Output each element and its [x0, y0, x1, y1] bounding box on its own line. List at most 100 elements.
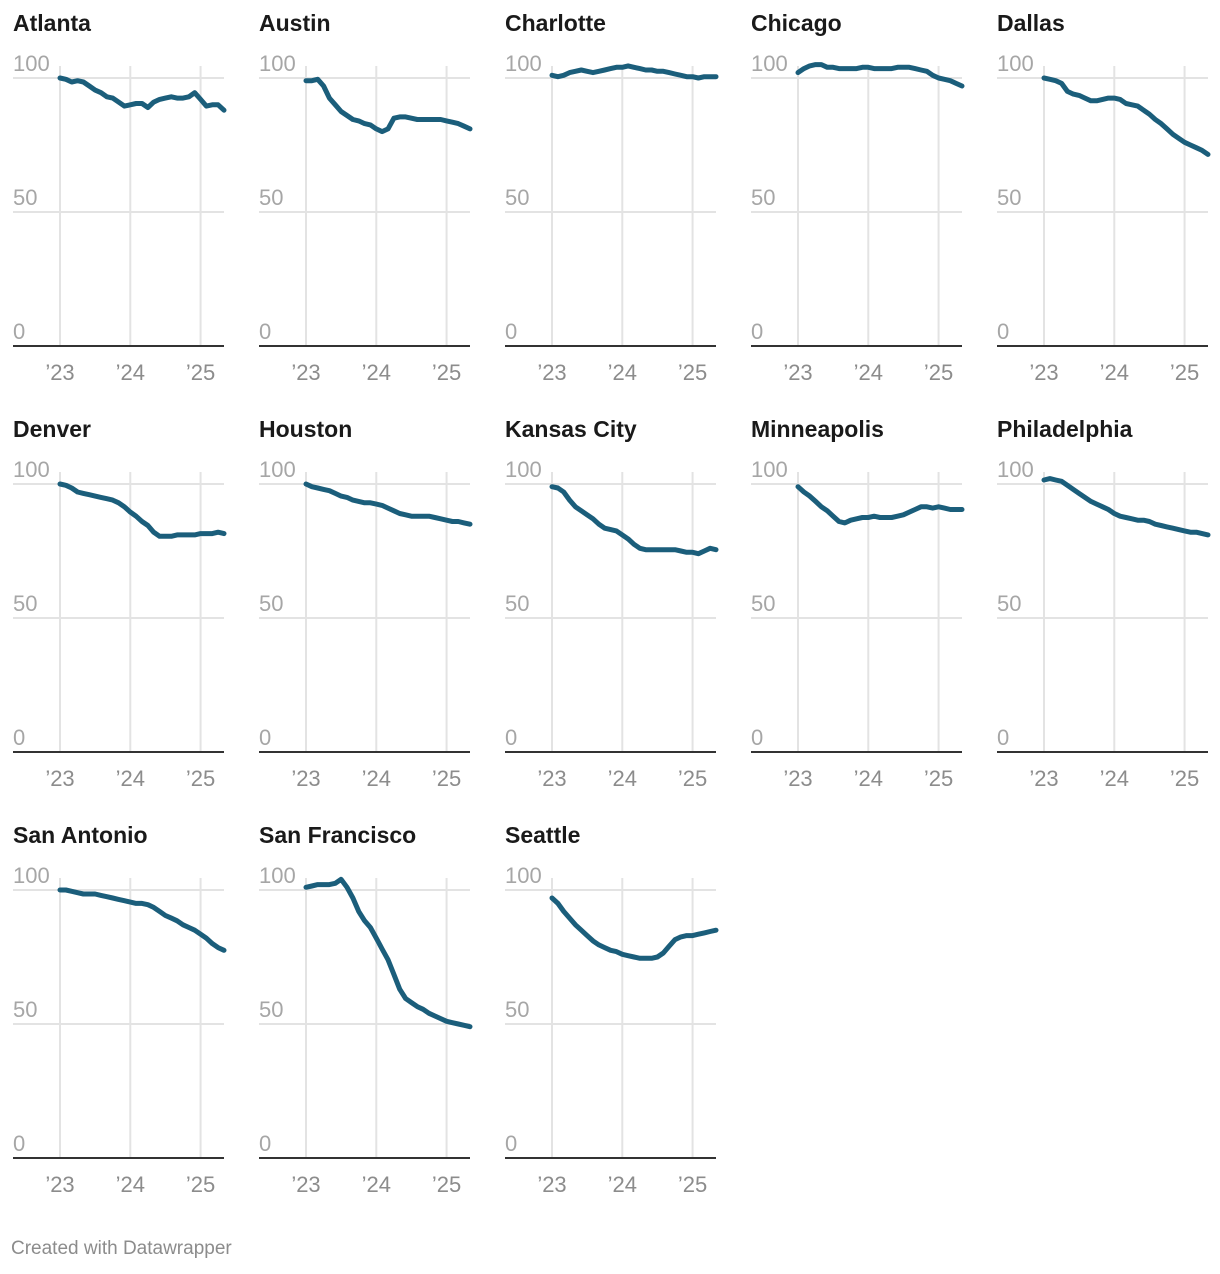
chart-panel: Denver 100 50 0 ’23 ’24 ’25 — [0, 406, 246, 812]
y-tick-label: 50 — [259, 185, 283, 210]
y-tick-label: 100 — [259, 863, 296, 888]
x-tick-label: ’25 — [678, 360, 707, 385]
x-tick-label: ’25 — [432, 766, 461, 791]
y-tick-label: 50 — [751, 591, 775, 616]
y-tick-label: 100 — [751, 457, 788, 482]
x-tick-label: ’24 — [116, 360, 145, 385]
x-tick-label: ’24 — [116, 766, 145, 791]
y-tick-label: 100 — [13, 457, 50, 482]
x-tick-label: ’23 — [537, 766, 566, 791]
x-tick-label: ’24 — [854, 360, 883, 385]
y-tick-label: 100 — [505, 457, 542, 482]
series-line — [57, 75, 227, 113]
y-tick-label: 50 — [997, 591, 1021, 616]
x-tick-label: ’25 — [1170, 360, 1199, 385]
chart-panel: Atlanta 100 50 0 ’23 ’24 ’25 — [0, 0, 246, 406]
panel-title: Chicago — [751, 10, 842, 36]
y-tick-label: 50 — [505, 997, 529, 1022]
x-tick-label: ’25 — [186, 360, 215, 385]
y-tick-label: 100 — [259, 51, 296, 76]
x-tick-label: ’25 — [924, 360, 953, 385]
x-tick-label: ’25 — [678, 766, 707, 791]
panel-plot: 100 50 0 ’23 ’24 ’25 — [505, 457, 719, 791]
panel-plot: 100 50 0 ’23 ’24 ’25 — [997, 457, 1211, 791]
y-tick-label: 100 — [13, 863, 50, 888]
x-tick-label: ’23 — [45, 766, 74, 791]
panel-plot: 100 50 0 ’23 ’24 ’25 — [751, 51, 965, 385]
x-tick-label: ’23 — [291, 766, 320, 791]
x-tick-label: ’23 — [537, 360, 566, 385]
chart-panel: Philadelphia 100 50 0 ’23 ’24 ’25 — [984, 406, 1220, 812]
footer-credit: Created with Datawrapper — [11, 1238, 232, 1259]
x-tick-label: ’25 — [186, 1172, 215, 1197]
series-line — [303, 876, 473, 1030]
chart-panel: Dallas 100 50 0 ’23 ’24 ’25 — [984, 0, 1220, 406]
x-tick-label: ’23 — [783, 766, 812, 791]
y-tick-label: 50 — [505, 185, 529, 210]
panel-plot: 100 50 0 ’23 ’24 ’25 — [505, 51, 719, 385]
x-tick-label: ’24 — [608, 766, 637, 791]
y-tick-label: 0 — [751, 725, 763, 750]
x-tick-label: ’24 — [1100, 360, 1129, 385]
panel-plot: 100 50 0 ’23 ’24 ’25 — [259, 863, 473, 1197]
x-tick-label: ’24 — [608, 360, 637, 385]
panel-plot: 100 50 0 ’23 ’24 ’25 — [13, 457, 227, 791]
y-tick-label: 50 — [259, 997, 283, 1022]
x-tick-label: ’23 — [1029, 766, 1058, 791]
panel-title: Minneapolis — [751, 416, 884, 442]
series-line — [795, 484, 965, 526]
x-tick-label: ’25 — [432, 1172, 461, 1197]
x-tick-label: ’25 — [432, 360, 461, 385]
series-line — [303, 76, 473, 135]
panel-plot: 100 50 0 ’23 ’24 ’25 — [13, 863, 227, 1197]
y-tick-label: 100 — [505, 863, 542, 888]
series-line — [549, 63, 719, 81]
chart-panel: Charlotte 100 50 0 ’23 ’24 ’25 — [492, 0, 738, 406]
panel-title: Kansas City — [505, 416, 637, 442]
y-tick-label: 50 — [751, 185, 775, 210]
panel-title: Charlotte — [505, 10, 606, 36]
panel-title: Philadelphia — [997, 416, 1133, 442]
y-tick-label: 50 — [13, 591, 37, 616]
y-tick-label: 50 — [13, 185, 37, 210]
x-tick-label: ’23 — [1029, 360, 1058, 385]
panel-plot: 100 50 0 ’23 ’24 ’25 — [505, 863, 719, 1197]
series-line — [1041, 75, 1211, 157]
panel-title: San Antonio — [13, 822, 148, 848]
x-tick-label: ’23 — [291, 360, 320, 385]
x-tick-label: ’24 — [362, 1172, 391, 1197]
y-tick-label: 0 — [259, 1131, 271, 1156]
x-tick-label: ’23 — [45, 1172, 74, 1197]
y-tick-label: 0 — [997, 319, 1009, 344]
y-tick-label: 0 — [505, 725, 517, 750]
y-tick-label: 0 — [13, 1131, 25, 1156]
y-tick-label: 0 — [997, 725, 1009, 750]
series-line — [795, 62, 965, 89]
panel-plot: 100 50 0 ’23 ’24 ’25 — [259, 51, 473, 385]
x-tick-label: ’25 — [1170, 766, 1199, 791]
x-tick-label: ’25 — [678, 1172, 707, 1197]
panel-plot: 100 50 0 ’23 ’24 ’25 — [751, 457, 965, 791]
panel-title: Atlanta — [13, 10, 91, 36]
x-tick-label: ’24 — [854, 766, 883, 791]
y-tick-label: 0 — [259, 725, 271, 750]
series-line — [303, 481, 473, 527]
series-line — [549, 895, 719, 961]
chart-panel: Kansas City 100 50 0 ’23 ’24 ’25 — [492, 406, 738, 812]
y-tick-label: 50 — [13, 997, 37, 1022]
x-tick-label: ’23 — [783, 360, 812, 385]
x-tick-label: ’23 — [537, 1172, 566, 1197]
x-tick-label: ’24 — [116, 1172, 145, 1197]
y-tick-label: 100 — [13, 51, 50, 76]
chart-panel: San Francisco 100 50 0 ’23 ’24 ’25 — [246, 812, 492, 1218]
x-tick-label: ’24 — [1100, 766, 1129, 791]
series-line — [57, 481, 227, 539]
x-tick-label: ’24 — [362, 360, 391, 385]
y-tick-label: 50 — [505, 591, 529, 616]
series-line — [1041, 476, 1211, 538]
y-tick-label: 0 — [505, 319, 517, 344]
panel-title: Dallas — [997, 10, 1065, 36]
y-tick-label: 0 — [505, 1131, 517, 1156]
small-multiples-grid: Atlanta 100 50 0 ’23 ’24 ’25 Austin 100 50 0 ’23 ’24… — [0, 0, 1220, 1218]
panel-title: Denver — [13, 416, 91, 442]
